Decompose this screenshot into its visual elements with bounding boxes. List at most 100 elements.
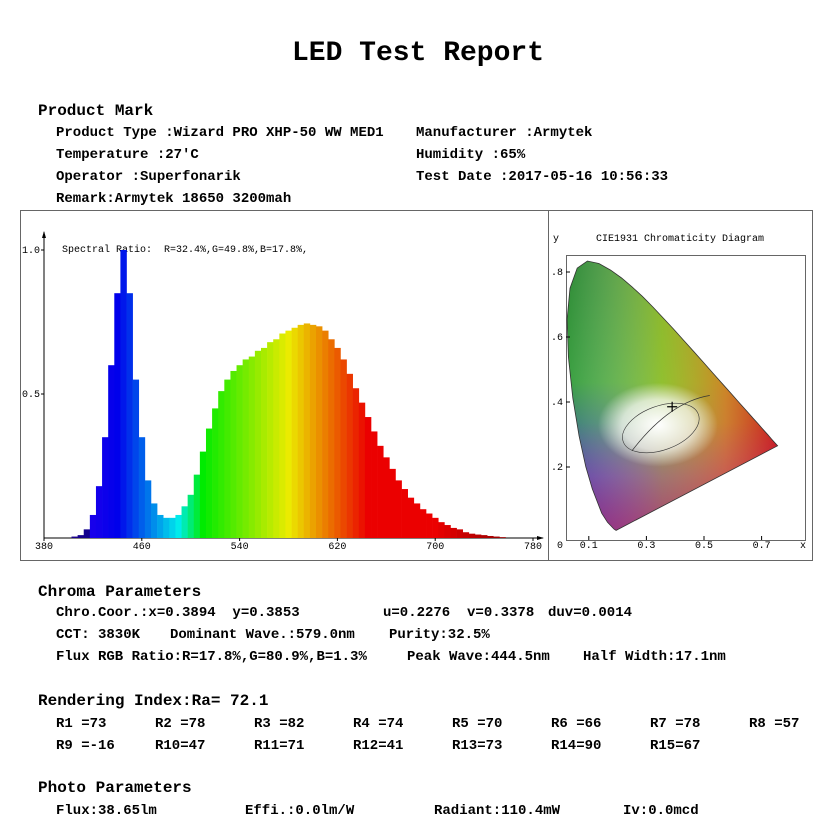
- spectrum-bar: [254, 350, 262, 538]
- rendering-item: R1 =73: [56, 716, 106, 732]
- spectrum-bar: [248, 356, 256, 538]
- x-tick-label: 780: [524, 542, 542, 553]
- x-axis-label: x: [800, 541, 806, 552]
- spectrum-bar: [230, 370, 237, 538]
- planckian-locus: [631, 395, 710, 451]
- spectrum-bar: [205, 428, 213, 538]
- x-tick-label: 700: [426, 542, 444, 553]
- spectrum-bar: [303, 323, 311, 538]
- spectrum-bar: [389, 468, 396, 538]
- spectrum-bar: [163, 517, 170, 538]
- spectrum-bar: [462, 532, 470, 538]
- chroma-field: Dominant Wave.:579.0nm: [170, 627, 355, 643]
- spectrum-bar: [114, 293, 121, 538]
- chart-title: CIE1931 Chromaticity Diagram: [596, 233, 764, 245]
- chroma-field: Flux RGB Ratio:R=17.8%,G=80.9%,B=1.3%: [56, 649, 367, 665]
- spectrum-bar: [132, 379, 140, 538]
- chroma-field: Chro.Coor.:x=0.3894 y=0.3853: [56, 605, 300, 621]
- chart-frame: [20, 210, 813, 561]
- chroma-field: Purity:32.5%: [389, 627, 490, 643]
- x-axis-arrow: [537, 536, 544, 540]
- spectrum-bar: [95, 486, 103, 538]
- spectrum-bar: [175, 514, 182, 538]
- chroma-field: duv=0.0014: [548, 605, 632, 621]
- spectrum-bar: [144, 480, 152, 538]
- x-tick-label: 460: [133, 542, 151, 553]
- spectrum-bar: [309, 324, 317, 538]
- spectrum-bar: [438, 522, 445, 538]
- y-tick-label: .2: [551, 463, 563, 474]
- spectrum-bar: [267, 342, 274, 538]
- chart-annotation: Spectral Ratio: R=32.4%,G=49.8%,B=17.8%,: [62, 244, 308, 256]
- rendering-item: R10=47: [155, 738, 205, 754]
- rendering-item: R9 =-16: [56, 738, 115, 754]
- spectrum-bar: [474, 534, 482, 538]
- spectrum-bar: [426, 513, 433, 538]
- spectrum-bar: [487, 535, 494, 538]
- x-tick-label: 0.5: [695, 541, 713, 552]
- spectrum-bar: [297, 324, 305, 538]
- y-axis-arrow: [42, 231, 46, 238]
- spectrum-bar: [450, 527, 457, 538]
- product-field: Test Date :2017-05-16 10:56:33: [416, 169, 668, 185]
- spectrum-bar: [169, 517, 176, 538]
- rendering-item: R5 =70: [452, 716, 502, 732]
- spectrum-bar: [395, 480, 402, 538]
- spectrum-bar: [291, 327, 298, 538]
- spectrum-bar: [236, 365, 243, 538]
- y-tick-label: .8: [551, 268, 563, 279]
- photo-item: Flux:38.65lm: [56, 803, 157, 819]
- x-tick-label: 0: [557, 541, 563, 552]
- spectrum-bar: [126, 293, 133, 538]
- chroma-field: Peak Wave:444.5nm: [407, 649, 550, 665]
- y-tick-label: .6: [551, 333, 563, 344]
- x-tick-label: 0.7: [753, 541, 771, 552]
- photo-item: Iv:0.0mcd: [623, 803, 699, 819]
- cie-white: [597, 382, 718, 467]
- spectrum-bar: [138, 437, 146, 538]
- section-heading: Chroma Parameters: [38, 583, 201, 601]
- chroma-field: Half Width:17.1nm: [583, 649, 726, 665]
- rendering-item: R6 =66: [551, 716, 601, 732]
- cie-frame: [566, 255, 806, 541]
- x-tick-label: 0.1: [580, 541, 598, 552]
- rendering-item: R11=71: [254, 738, 304, 754]
- spectrum-bar: [102, 437, 109, 538]
- spectrum-bar: [199, 451, 207, 538]
- spectrum-bar: [401, 489, 408, 538]
- spectrum-bar: [419, 509, 427, 538]
- cie-region: [622, 402, 700, 454]
- chroma-field: CCT: 3830K: [56, 627, 141, 643]
- spectrum-bar: [150, 503, 158, 538]
- rendering-item: R2 =78: [155, 716, 205, 732]
- spectrum-bar: [328, 339, 335, 538]
- rendering-item: R3 =82: [254, 716, 304, 732]
- rendering-item: R14=90: [551, 738, 601, 754]
- x-tick-label: 620: [328, 542, 346, 553]
- section-heading: Product Mark: [38, 102, 154, 120]
- spectrum-bar: [285, 330, 292, 538]
- spectrum-bar: [340, 359, 347, 538]
- spectrum-bar: [120, 250, 127, 538]
- spectrum-bar: [89, 514, 97, 538]
- spectrum-bar: [218, 391, 225, 538]
- product-field: Product Type :Wizard PRO XHP-50 WW MED1: [56, 125, 384, 141]
- rendering-item: R12=41: [353, 738, 403, 754]
- rendering-item: R8 =57: [749, 716, 799, 732]
- spectrum-bar: [358, 402, 366, 538]
- spectrum-bar: [481, 535, 488, 538]
- spectrum-bar: [346, 373, 353, 538]
- product-field: Humidity :65%: [416, 147, 526, 163]
- x-tick-label: 0.3: [637, 541, 655, 552]
- spectrum-bar: [407, 497, 415, 538]
- rendering-item: R7 =78: [650, 716, 700, 732]
- spectrum-bar: [77, 535, 85, 538]
- x-tick-label: 380: [35, 542, 53, 553]
- product-field: Manufacturer :Armytek: [416, 125, 592, 141]
- rendering-item: R15=67: [650, 738, 700, 754]
- report-title: LED Test Report: [292, 38, 544, 69]
- product-field: Remark:Armytek 18650 3200mah: [56, 191, 291, 207]
- spectrum-bar: [377, 445, 384, 538]
- spectrum-bar: [279, 333, 286, 538]
